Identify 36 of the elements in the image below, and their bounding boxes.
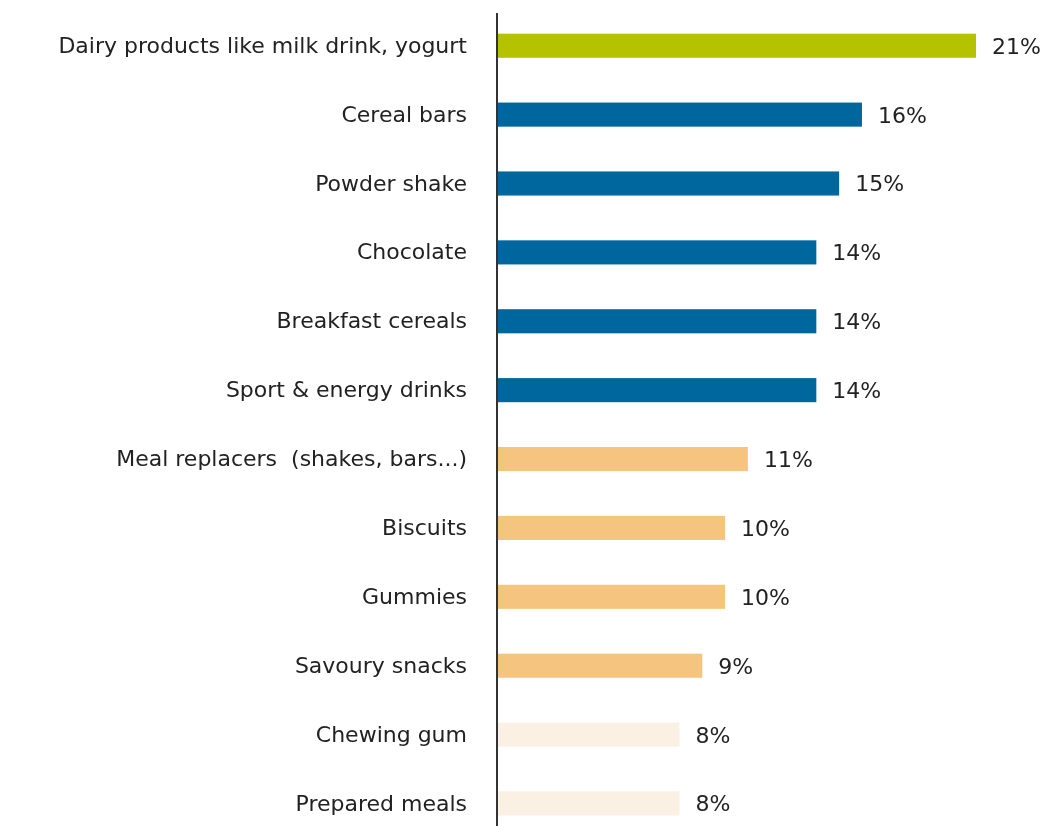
y-tick-label: Gummies <box>362 583 467 609</box>
bar <box>497 33 976 58</box>
bar <box>497 722 680 747</box>
y-tick-label: Dairy products like milk drink, yogurt <box>58 32 468 58</box>
y-tick-label: Cereal bars <box>341 101 467 127</box>
data-label: 10% <box>741 515 790 541</box>
data-label: 8% <box>695 791 731 817</box>
y-tick-label: Savoury snacks <box>294 652 467 678</box>
y-tick-label: Meal replacers (shakes, bars...) <box>116 446 467 472</box>
bar <box>497 791 680 816</box>
data-label: 8% <box>695 722 731 748</box>
y-tick-label: Powder shake <box>315 170 467 196</box>
data-label: 15% <box>855 171 905 197</box>
bar <box>497 240 817 265</box>
bar <box>497 653 703 678</box>
bar <box>497 446 748 472</box>
y-tick-label: Sport & energy drinks <box>225 377 467 403</box>
data-label: 11% <box>763 446 813 472</box>
data-label: 16% <box>877 102 927 128</box>
data-label: 14% <box>832 378 882 404</box>
y-tick-label: Breakfast cereals <box>276 308 467 334</box>
bar <box>497 378 817 403</box>
bar <box>497 584 726 609</box>
y-tick-label: Chewing gum <box>315 721 467 747</box>
bar <box>497 102 862 127</box>
data-label: 10% <box>741 584 790 610</box>
data-label: 14% <box>832 309 882 335</box>
y-tick-label: Prepared meals <box>295 790 467 816</box>
bar <box>497 515 726 540</box>
data-label: 21% <box>992 33 1041 59</box>
data-label: 9% <box>718 653 754 679</box>
bar <box>497 171 840 196</box>
data-label: 14% <box>832 240 882 266</box>
y-tick-label: Biscuits <box>382 514 467 540</box>
y-tick-label: Chocolate <box>356 239 467 265</box>
bar <box>497 309 817 334</box>
